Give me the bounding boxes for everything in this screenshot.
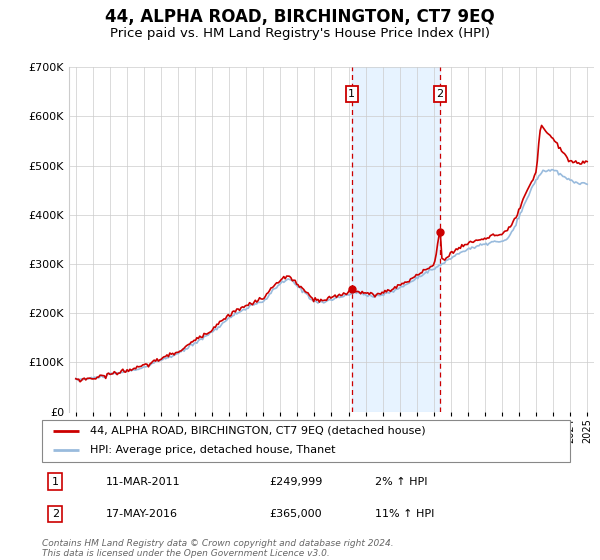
Text: 44, ALPHA ROAD, BIRCHINGTON, CT7 9EQ: 44, ALPHA ROAD, BIRCHINGTON, CT7 9EQ [105, 8, 495, 26]
Text: 2: 2 [437, 89, 443, 99]
Text: 44, ALPHA ROAD, BIRCHINGTON, CT7 9EQ (detached house): 44, ALPHA ROAD, BIRCHINGTON, CT7 9EQ (de… [89, 426, 425, 436]
Text: 11-MAR-2011: 11-MAR-2011 [106, 477, 180, 487]
Text: Price paid vs. HM Land Registry's House Price Index (HPI): Price paid vs. HM Land Registry's House … [110, 27, 490, 40]
Text: 11% ↑ HPI: 11% ↑ HPI [374, 509, 434, 519]
Text: 2: 2 [52, 509, 59, 519]
Text: 2% ↑ HPI: 2% ↑ HPI [374, 477, 427, 487]
Text: 1: 1 [348, 89, 355, 99]
Bar [352, 67, 440, 412]
Text: Contains HM Land Registry data © Crown copyright and database right 2024.
This d: Contains HM Land Registry data © Crown c… [42, 539, 394, 558]
Text: £365,000: £365,000 [269, 509, 322, 519]
Text: 17-MAY-2016: 17-MAY-2016 [106, 509, 178, 519]
Text: 1: 1 [52, 477, 59, 487]
Text: £249,999: £249,999 [269, 477, 322, 487]
Text: HPI: Average price, detached house, Thanet: HPI: Average price, detached house, Than… [89, 445, 335, 455]
FancyBboxPatch shape [42, 420, 570, 462]
